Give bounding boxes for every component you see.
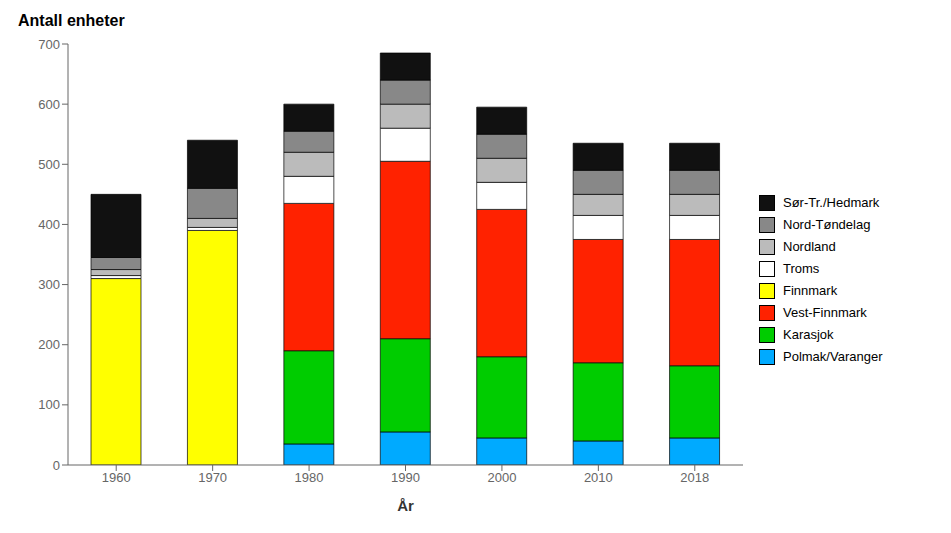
html-text:Vest-Finnmark: Vest-Finnmark bbox=[783, 305, 867, 320]
html-text:Troms: Troms bbox=[783, 261, 820, 276]
svg-text:400: 400 bbox=[38, 217, 60, 232]
svg-text:År: År bbox=[397, 497, 414, 514]
svg-text:200: 200 bbox=[38, 337, 60, 352]
html-text:Nord-Tøndelag: Nord-Tøndelag bbox=[783, 217, 871, 232]
svg-text:600: 600 bbox=[38, 97, 60, 112]
svg-text:1990: 1990 bbox=[391, 470, 420, 485]
svg-text:100: 100 bbox=[38, 397, 60, 412]
svg-text:2000: 2000 bbox=[487, 470, 516, 485]
svg-text:1970: 1970 bbox=[198, 470, 227, 485]
html-text:Karasjok: Karasjok bbox=[783, 327, 834, 342]
svg-text:1980: 1980 bbox=[295, 470, 324, 485]
svg-text:300: 300 bbox=[38, 277, 60, 292]
svg-text:0: 0 bbox=[53, 458, 60, 473]
svg-text:2018: 2018 bbox=[680, 470, 709, 485]
svg-text:2010: 2010 bbox=[584, 470, 613, 485]
svg-text:500: 500 bbox=[38, 157, 60, 172]
html-text:Polmak/Varanger: Polmak/Varanger bbox=[783, 349, 883, 364]
html-text:Nordland: Nordland bbox=[783, 239, 836, 254]
html-text:Sør-Tr./Hedmark: Sør-Tr./Hedmark bbox=[783, 195, 880, 210]
html-text:Antall enheter: Antall enheter bbox=[18, 12, 125, 29]
svg-text:700: 700 bbox=[38, 37, 60, 52]
html-text:Finnmark: Finnmark bbox=[783, 283, 838, 298]
svg-text:1960: 1960 bbox=[102, 470, 131, 485]
